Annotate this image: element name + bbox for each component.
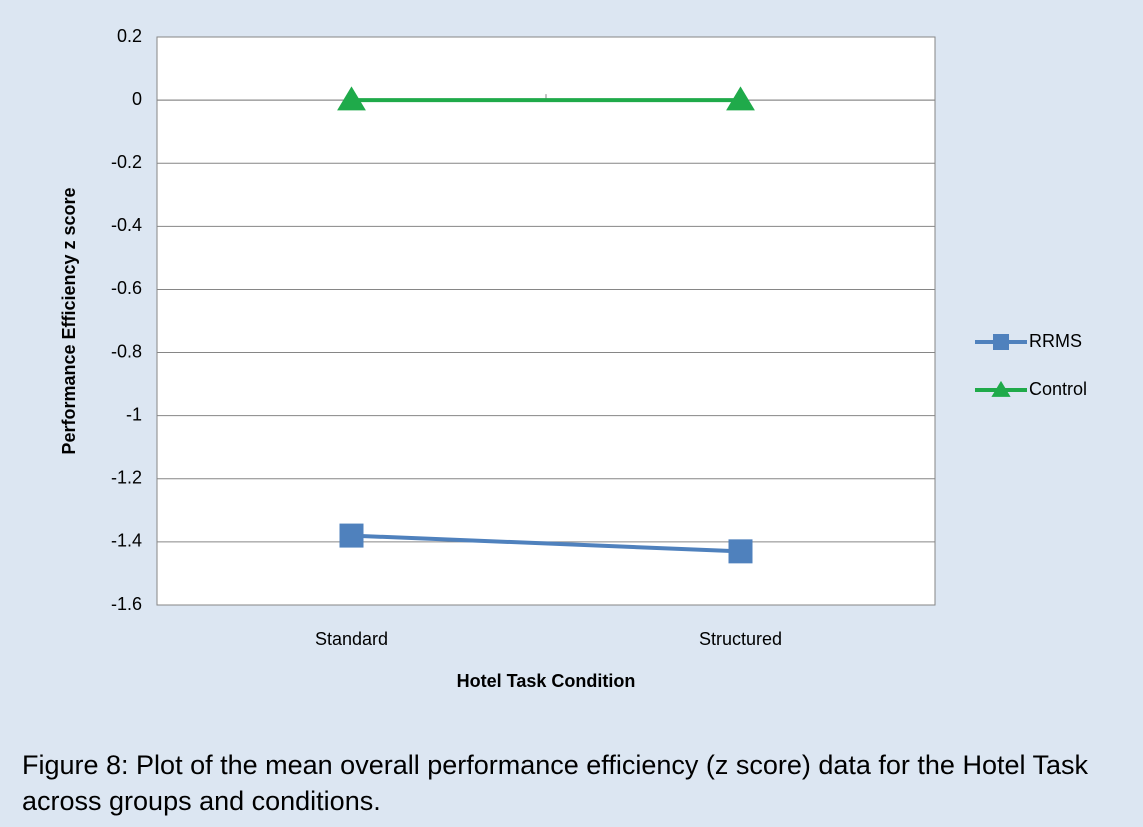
y-axis-title: Performance Efficiency z score [59,187,79,454]
y-tick-label: -0.6 [111,278,142,298]
legend-label: Control [1029,379,1087,399]
chart: Performance Efficiency z score Hotel Tas… [59,26,1087,691]
marker [993,334,1009,350]
marker [726,86,755,111]
series-line [351,533,741,554]
marker [339,523,364,548]
x-tick-label: Standard [315,629,388,649]
y-tick-label: -1.4 [111,531,142,551]
y-tick-label: -1.2 [111,468,142,488]
caption: Figure 8: Plot of the mean overall perfo… [22,750,1089,816]
y-tick-label: 0 [132,89,142,109]
marker [337,86,366,111]
y-tick-label: -1.6 [111,594,142,614]
x-axis-title: Hotel Task Condition [457,671,636,691]
y-tick-label: 0.2 [117,26,142,46]
y-tick-label: -0.4 [111,215,142,235]
marker [991,380,1011,397]
y-tick-label: -1 [126,404,142,424]
x-tick-label: Structured [699,629,782,649]
y-tick-label: -0.8 [111,341,142,361]
y-tick-label: -0.2 [111,152,142,172]
legend-label: RRMS [1029,331,1082,351]
marker [728,539,753,564]
plot-area [156,36,936,606]
